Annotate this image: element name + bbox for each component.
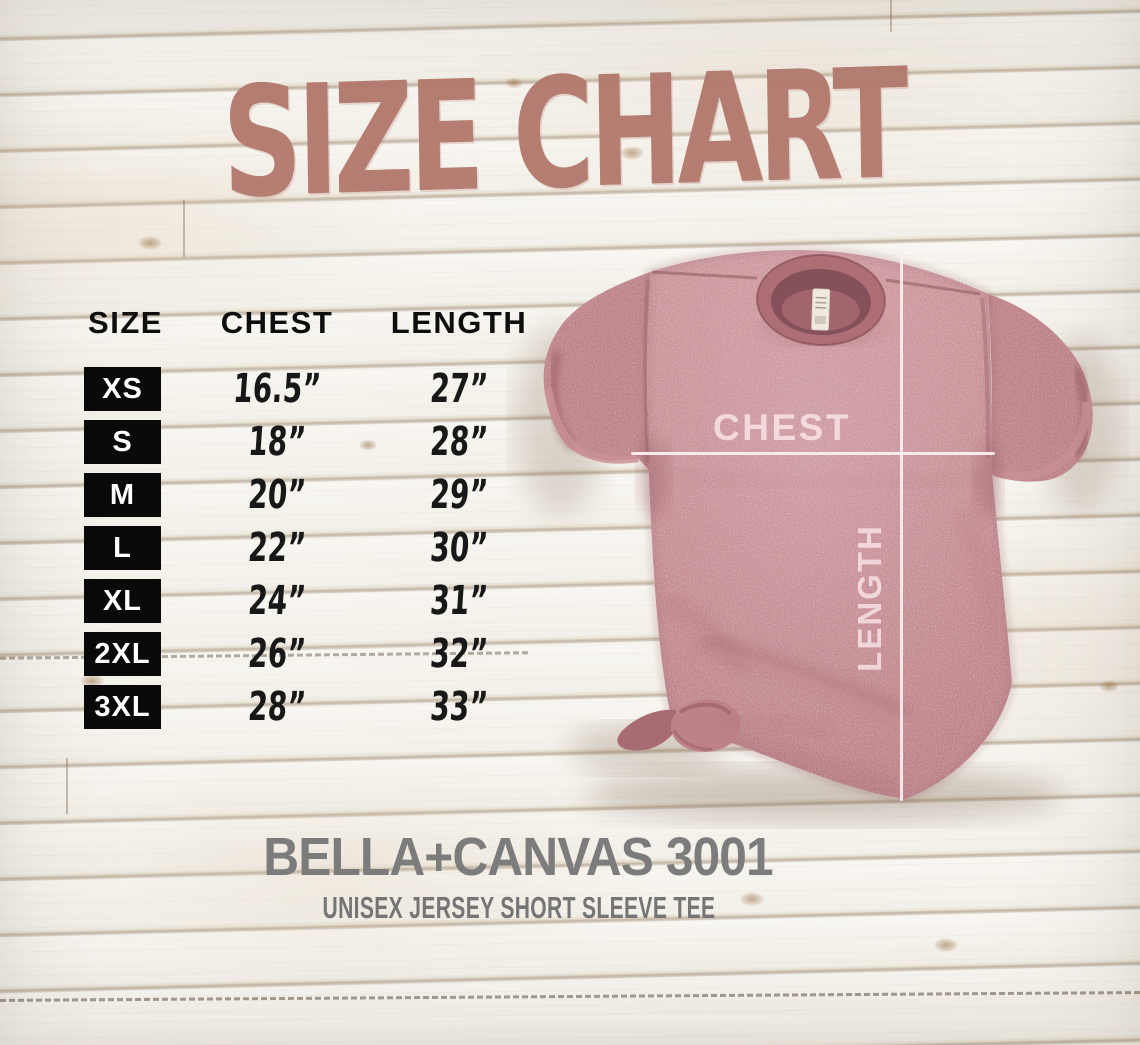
wood-knot	[930, 936, 962, 954]
size-badge: S	[84, 420, 161, 464]
size-badge: 3XL	[84, 685, 161, 729]
chest-value: 28”	[246, 684, 308, 730]
size-badge: XL	[84, 579, 161, 623]
length-value: 32”	[428, 631, 490, 677]
wood-knot	[134, 234, 166, 252]
size-badge: L	[84, 526, 161, 570]
length-measure-line	[900, 253, 903, 801]
chest-measure-line	[631, 452, 995, 455]
size-badge: M	[84, 473, 161, 517]
chest-value: 26”	[246, 631, 308, 677]
product-name: BELLA+CANVAS 3001	[263, 827, 773, 887]
size-badge: 2XL	[84, 632, 161, 676]
shoulder-seam	[651, 270, 758, 280]
table-row: XS 16.5” 27”	[84, 363, 554, 416]
plank-joint	[183, 200, 185, 257]
chest-measure-label: CHEST	[713, 407, 851, 448]
product-subtitle: UNISEX JERSEY SHORT SLEEVE TEE	[322, 890, 716, 925]
shirt-collar	[756, 253, 886, 347]
page-title: SIZE CHART	[221, 35, 905, 232]
shirt-sleeves	[543, 272, 1093, 482]
size-table-header: SIZE CHEST LENGTH	[84, 303, 554, 343]
table-row: L 22” 30”	[84, 522, 554, 575]
table-row: M 20” 29”	[84, 469, 554, 522]
size-table-rows: XS 16.5” 27” S 18” 28” M 20” 29” L 22” 3…	[84, 363, 554, 734]
length-value: 30”	[428, 525, 490, 571]
neck-tag	[811, 288, 831, 331]
shirt-body	[638, 250, 1012, 799]
size-table: SIZE CHEST LENGTH XS 16.5” 27” S 18” 28”…	[84, 303, 554, 730]
length-value: 28”	[428, 419, 490, 465]
column-header-size: SIZE	[88, 305, 163, 340]
table-row: 2XL 26” 32”	[84, 628, 554, 681]
wood-knot	[356, 438, 380, 452]
wood-knot	[502, 76, 526, 90]
plank-joint	[890, 0, 892, 32]
table-row: 3XL 28” 33”	[84, 681, 554, 734]
chest-value: 22”	[246, 525, 308, 571]
wood-knot	[616, 144, 648, 162]
chest-value: 24”	[246, 578, 308, 624]
table-row: XL 24” 31”	[84, 575, 554, 628]
chest-value: 18”	[246, 419, 308, 465]
table-row: S 18” 28”	[84, 416, 554, 469]
shirt-knot	[617, 699, 833, 752]
length-value: 27”	[428, 366, 490, 412]
length-value: 33”	[428, 684, 490, 730]
chest-value: 16.5”	[231, 366, 323, 412]
column-header-chest: CHEST	[220, 305, 334, 340]
plank-joint	[66, 758, 68, 814]
chest-value: 20”	[246, 472, 308, 518]
length-value: 31”	[428, 578, 490, 624]
length-value: 29”	[428, 472, 490, 518]
wood-knot	[736, 890, 768, 908]
wood-knot	[1096, 678, 1122, 694]
length-measure-label: LENGTH	[851, 524, 888, 672]
column-header-length: LENGTH	[390, 305, 528, 340]
size-badge: XS	[84, 367, 161, 411]
